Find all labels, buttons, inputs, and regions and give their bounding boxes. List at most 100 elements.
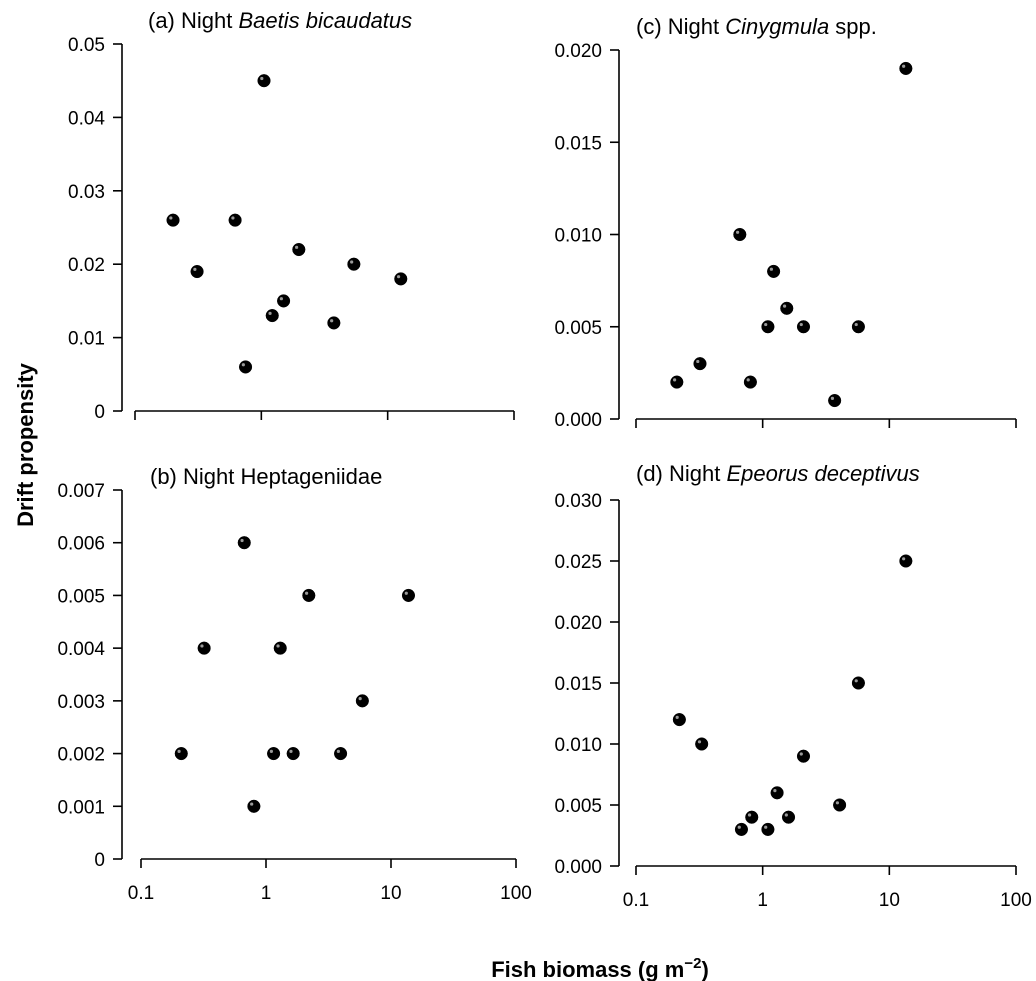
data-point-highlight — [784, 813, 788, 817]
data-point-highlight — [276, 644, 280, 648]
y-tick-label: 0 — [94, 850, 105, 871]
data-point-highlight — [336, 749, 340, 753]
data-point — [277, 294, 291, 308]
data-point — [166, 213, 180, 227]
y-tick-label: 0.05 — [68, 35, 105, 56]
data-point-highlight — [830, 396, 835, 400]
data-point — [401, 588, 416, 602]
data-point — [767, 264, 781, 278]
data-point — [761, 822, 775, 836]
y-tick-label: 0.001 — [57, 797, 105, 818]
data-point — [197, 641, 211, 655]
data-point-highlight — [799, 322, 803, 327]
data-point — [670, 375, 684, 389]
data-point-highlight — [764, 825, 768, 829]
data-point — [257, 74, 271, 88]
data-point-highlight — [396, 275, 401, 279]
data-point — [334, 747, 348, 761]
data-point-highlight — [769, 267, 774, 271]
data-point-highlight — [250, 802, 254, 806]
data-point-highlight — [746, 378, 750, 382]
data-point — [899, 61, 913, 75]
panel-title: (b) Night Heptageniidae — [150, 464, 382, 489]
data-point — [238, 360, 253, 374]
y-tick-label: 0.04 — [68, 108, 105, 129]
data-point-highlight — [260, 76, 264, 81]
x-tick-label: 10 — [879, 890, 900, 911]
data-point — [833, 798, 847, 812]
data-point — [394, 272, 408, 286]
y-tick-label: 0.005 — [554, 796, 602, 817]
y-tick-label: 0.020 — [554, 41, 602, 62]
data-point-highlight — [231, 216, 235, 220]
data-point — [695, 737, 709, 751]
data-point — [347, 257, 361, 271]
data-point-highlight — [835, 801, 840, 805]
data-point-highlight — [279, 297, 283, 301]
data-point-highlight — [404, 591, 408, 595]
data-point-highlight — [902, 64, 906, 68]
x-tick-label: 10 — [380, 883, 401, 904]
data-point — [851, 676, 865, 690]
panel-title: (c) Night Cinygmula spp. — [636, 14, 877, 39]
y-tick-label: 0.01 — [68, 329, 105, 350]
panel-c: (c) Night Cinygmula spp. 0.000 0.005 0.010 0… — [554, 14, 1017, 431]
data-point — [733, 227, 747, 242]
y-tick-label: 0.002 — [57, 745, 105, 766]
y-tick-label: 0.015 — [554, 133, 602, 154]
data-point-highlight — [305, 591, 309, 595]
y-tick-label: 0.020 — [554, 613, 602, 634]
data-point-highlight — [193, 267, 197, 271]
data-point-highlight — [696, 359, 700, 364]
data-point-highlight — [295, 245, 299, 249]
data-point-highlight — [736, 230, 740, 234]
y-tick-label: 0.015 — [554, 674, 602, 695]
data-point — [745, 810, 759, 824]
data-point-highlight — [200, 644, 204, 648]
data-point — [780, 301, 794, 315]
data-point-highlight — [697, 740, 702, 744]
y-tick-label: 0 — [94, 402, 105, 423]
data-point-highlight — [854, 322, 858, 327]
data-point-highlight — [268, 311, 272, 315]
data-point — [693, 357, 707, 371]
data-point — [672, 713, 686, 727]
y-axis-title: Drift propensity — [13, 362, 38, 527]
panel-a: (a) Night Baetis bicaudatus 0 0.01 0.02 0.03… — [68, 8, 515, 423]
panel-b: (b) Night Heptageniidae 0 0.001 0.002 0.003 0… — [57, 464, 531, 904]
data-point-highlight — [350, 260, 354, 264]
data-point — [828, 394, 842, 408]
data-point-highlight — [169, 216, 173, 220]
y-tick-label: 0.005 — [554, 318, 602, 339]
data-point-highlight — [240, 538, 244, 543]
data-point — [302, 588, 316, 602]
y-tick-label: 0.010 — [554, 735, 602, 756]
data-point-highlight — [782, 304, 787, 308]
y-tick-label: 0.005 — [57, 586, 105, 607]
data-point — [273, 641, 287, 655]
data-point-highlight — [902, 557, 906, 561]
y-tick-label: 0.030 — [554, 491, 602, 512]
data-point-highlight — [177, 749, 181, 753]
panel-title: (d) Night Epeorus deceptivus — [636, 461, 920, 486]
x-tick-label: 1 — [261, 883, 272, 904]
data-point-highlight — [773, 789, 777, 793]
data-point — [770, 786, 784, 800]
data-point — [761, 320, 775, 334]
x-tick-label: 0.1 — [623, 890, 649, 911]
data-point — [899, 554, 913, 568]
data-point — [796, 320, 811, 334]
data-point — [265, 309, 279, 323]
data-point — [743, 375, 757, 389]
data-point-highlight — [358, 697, 362, 701]
data-point — [796, 749, 811, 763]
y-tick-label: 0.03 — [68, 182, 105, 203]
data-point — [781, 810, 796, 824]
data-point-highlight — [330, 319, 334, 323]
data-point — [355, 694, 369, 708]
data-point-highlight — [799, 752, 803, 756]
data-point-highlight — [673, 378, 677, 382]
y-tick-label: 0.007 — [57, 481, 105, 502]
data-point — [267, 747, 281, 761]
